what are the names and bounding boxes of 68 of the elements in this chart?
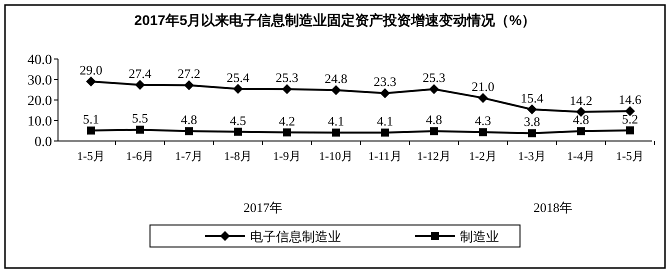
data-label: 3.8 — [524, 114, 540, 130]
point — [429, 84, 439, 94]
data-label: 4.3 — [474, 113, 492, 128]
point — [233, 84, 243, 94]
data-label: 27.4 — [128, 66, 152, 81]
x-tick-label: 1-11月 — [368, 149, 402, 163]
x-tick-label: 1-10月 — [319, 149, 353, 163]
point — [283, 128, 291, 136]
data-label: 24.8 — [324, 71, 348, 86]
point — [86, 76, 96, 87]
point — [185, 127, 193, 136]
data-label: 27.2 — [178, 66, 200, 82]
y-tick-label: 20.0 — [28, 94, 52, 109]
y-tick-label: 10.0 — [28, 114, 52, 130]
legend-label: 电子信息制造业 — [250, 229, 341, 244]
text: 2017年 — [244, 200, 282, 215]
data-label: 5.2 — [622, 111, 638, 126]
point — [87, 126, 95, 135]
data-label: 25.3 — [422, 70, 446, 86]
point — [136, 126, 144, 134]
x-tick-label: 1-12月 — [417, 149, 451, 163]
y-tick-label: 30.0 — [28, 74, 52, 88]
y-tick-label: 40.0 — [28, 53, 52, 68]
point — [527, 104, 537, 114]
y-tick-label: 0.0 — [34, 135, 52, 150]
x-tick-label: 1-9月 — [273, 149, 301, 163]
x-tick-label: 1-5月 — [616, 149, 644, 163]
point — [381, 128, 389, 137]
data-label: 4.2 — [278, 113, 296, 128]
data-label: 5.5 — [132, 110, 148, 126]
data-label: 4.8 — [572, 112, 590, 128]
data-label: 23.3 — [374, 74, 396, 90]
point — [282, 84, 292, 94]
data-label: 4.8 — [180, 112, 198, 128]
point — [380, 88, 390, 98]
legend-label: 制造业 — [460, 229, 499, 244]
x-tick-label: 1-3月 — [518, 149, 546, 163]
point — [626, 126, 634, 134]
data-label: 29.0 — [80, 62, 102, 78]
x-tick-label: 1-4月 — [567, 149, 595, 163]
data-label: 15.4 — [520, 90, 544, 106]
data-label: 4.8 — [426, 112, 442, 128]
x-tick-label: 1-7月 — [175, 149, 203, 163]
point — [577, 127, 585, 136]
data-label: 5.1 — [82, 112, 100, 127]
point — [331, 85, 341, 96]
x-tick-label: 1-6月 — [126, 149, 154, 163]
data-label: 21.0 — [472, 78, 494, 94]
point — [430, 127, 438, 136]
x-tick-label: 1-2月 — [469, 149, 497, 163]
point — [184, 80, 194, 90]
data-label: 25.4 — [226, 70, 250, 85]
text: 2018年 — [534, 200, 572, 215]
x-tick-label: 1-5月 — [77, 149, 105, 163]
point — [332, 128, 340, 137]
data-label: 4.1 — [376, 114, 394, 129]
data-label: 25.3 — [276, 70, 298, 86]
data-label: 14.6 — [618, 92, 642, 108]
x-tick-label: 1-8月 — [224, 149, 252, 163]
point — [478, 92, 488, 103]
data-label: 14.2 — [570, 92, 592, 108]
point — [234, 128, 242, 136]
point — [479, 128, 487, 136]
point — [528, 129, 536, 138]
data-label: 4.1 — [328, 114, 344, 129]
chart-title: 2017年5月以来电子信息制造业固定资产投资增速变动情况（%） — [134, 12, 536, 28]
data-label: 4.5 — [230, 112, 246, 128]
point — [135, 80, 145, 90]
